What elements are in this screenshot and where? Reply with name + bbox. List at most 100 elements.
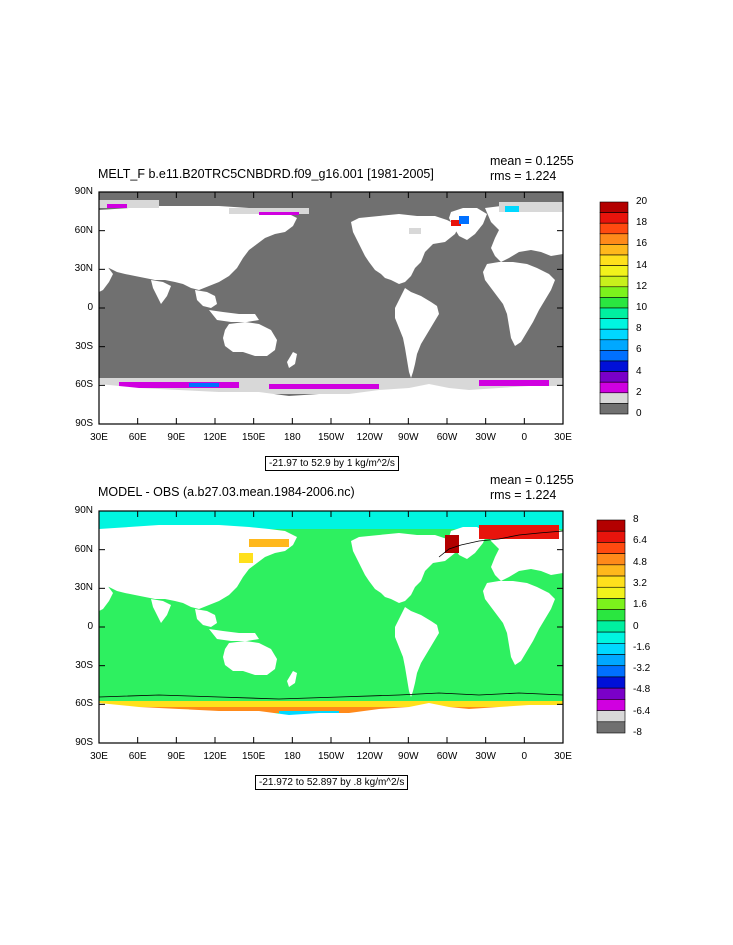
colorbar-label: 4 (636, 365, 642, 377)
panel-1-range-label: -21.97 to 52.9 by 1 kg/m^2/s (265, 456, 399, 471)
colorbar-swatch (596, 643, 626, 655)
lon-label: 120W (356, 751, 383, 762)
colorbar-swatch (596, 598, 626, 610)
colorbar-label: 6.4 (633, 535, 647, 547)
colorbar-swatch (596, 665, 626, 678)
lon-label: 30W (475, 751, 496, 762)
lat-label: 0 (87, 302, 93, 313)
melt-north-red (451, 220, 461, 226)
lat-label: 90S (75, 737, 93, 748)
seaice-north-4 (409, 228, 421, 234)
colorbar-label: 2 (636, 386, 642, 398)
colorbar-label: 0 (636, 408, 642, 419)
colorbar-label: 18 (636, 217, 648, 229)
panel-2-map (98, 510, 564, 744)
lat-label: 60N (74, 543, 93, 555)
land-newzealand (287, 671, 297, 687)
panel-2-colorbar (596, 519, 626, 734)
melt-north-1 (107, 204, 127, 208)
colorbar-swatch (596, 687, 626, 700)
panel-1: MELT_F b.e11.B20TRC5CNBDRD.f09_g16.001 [… (74, 154, 648, 471)
melt-band-south-blue (189, 383, 219, 387)
zero-contour-north (438, 530, 564, 558)
lon-label: 180 (283, 432, 301, 443)
melt-band-south-1 (119, 382, 239, 388)
lon-label: 120W (356, 432, 383, 443)
lon-label: 120E (203, 751, 227, 762)
seaice-north-1 (99, 200, 159, 208)
land-indonesia (209, 310, 259, 322)
panel-2-range-label: -21.972 to 52.897 by .8 kg/m^2/s (255, 775, 409, 790)
anomaly-south-yellow (99, 701, 563, 709)
colorbar-swatch (596, 654, 626, 667)
colorbar-swatch (596, 575, 626, 588)
anomaly-north-yellow (239, 553, 253, 563)
lat-label: 30N (74, 582, 93, 594)
land-seasia (195, 290, 217, 308)
lat-label: 30N (74, 263, 93, 275)
colorbar-label: 10 (636, 302, 648, 313)
lat-label: 60S (75, 379, 93, 391)
colorbar-label: 14 (636, 259, 648, 271)
lon-label: 120E (203, 432, 227, 443)
anomaly-north-amber (249, 539, 289, 547)
lon-label: 90W (398, 751, 419, 762)
panel-2-title: MODEL - OBS (a.b27.03.mean.1984-2006.nc) (98, 485, 355, 499)
lat-label: 90N (74, 186, 93, 197)
colorbar-swatch (596, 710, 626, 723)
land-americas-north (351, 214, 459, 284)
lon-label: 90W (398, 432, 419, 443)
lon-label: 60E (128, 432, 147, 443)
lon-label: 0 (521, 751, 528, 762)
colorbar-label: -6.4 (633, 705, 651, 717)
colorbar-label: 0 (633, 620, 639, 632)
lon-label: 150E (241, 751, 266, 762)
melt-north-blue (505, 206, 519, 212)
colorbar-swatch (596, 564, 626, 577)
land-africa (483, 581, 555, 665)
colorbar-swatch (596, 609, 626, 622)
land-africa (483, 262, 555, 346)
lat-label: 90N (74, 505, 93, 516)
anomaly-north-red (479, 525, 559, 539)
lat-label: 30S (75, 659, 93, 671)
colorbar-swatch (596, 530, 626, 543)
land-americas-north (351, 533, 459, 603)
panel-2-mean: mean = 0.1255 (490, 473, 574, 487)
lon-label: 30W (475, 432, 496, 443)
lon-label: 90E (167, 432, 186, 443)
colorbar-swatch (596, 721, 626, 734)
colorbar-label: 8 (636, 323, 642, 335)
anomaly-south-orange (99, 707, 563, 713)
lon-label: 30E (554, 751, 572, 762)
land-indonesia (209, 629, 259, 641)
colorbar-label: -4.8 (633, 684, 651, 696)
lat-label: 90S (75, 418, 93, 429)
land-india (151, 280, 171, 304)
colorbar-label: 12 (636, 280, 648, 292)
lat-label: 60N (74, 224, 93, 236)
lon-label: 150E (241, 432, 266, 443)
panel-1-rms: rms = 1.224 (490, 169, 557, 183)
seaice-north-3 (499, 202, 563, 212)
melt-band-south-2 (269, 384, 379, 389)
panel-2-rms: rms = 1.224 (490, 488, 557, 502)
land-india (151, 599, 171, 623)
land-newzealand (287, 352, 297, 368)
seaice-north-2 (229, 208, 309, 214)
colorbar-label: -1.6 (633, 641, 651, 653)
lon-label: 150W (317, 432, 345, 443)
lat-label: 0 (87, 621, 93, 632)
land-americas-south (395, 288, 439, 378)
melt-band-south-3 (479, 380, 549, 386)
land-antarctica (99, 703, 563, 743)
lon-label: 180 (283, 751, 301, 762)
melt-north-blue-2 (459, 216, 469, 224)
colorbar-label: 6 (636, 344, 642, 356)
lon-label: 30E (90, 751, 108, 762)
lon-label: 60W (436, 751, 458, 762)
land-americas-south (395, 607, 439, 697)
land-eurasia-west (485, 206, 563, 262)
colorbar-swatch (596, 631, 626, 644)
